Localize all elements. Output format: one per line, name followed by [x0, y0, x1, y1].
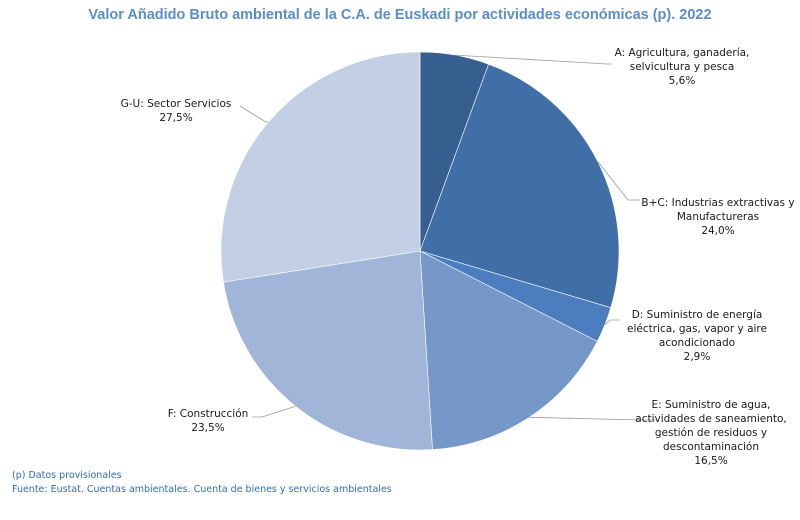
slice-category-label: gestión de residuos y [655, 427, 767, 439]
pie-slice-1 [419, 63, 620, 309]
leader-line-2 [604, 319, 620, 326]
slice-value-label: 27,5% [159, 112, 192, 124]
slice-label-1: B+C: Industrias extractivas y Manufacture… [641, 197, 794, 237]
slice-category-label: G-U: Sector Servicios [121, 98, 232, 110]
slice-category-label: D: Suministro de energía [632, 309, 763, 321]
leader-line-0 [454, 54, 612, 65]
slice-category-label: B+C: Industrias extractivas y [641, 197, 794, 209]
provisional-note: (p) Datos provisionales [12, 470, 122, 481]
slice-category-label: acondicionado [659, 337, 735, 349]
slice-label-5: G-U: Sector Servicios 27,5% [121, 98, 232, 124]
leader-line-5 [239, 105, 269, 123]
source-note: Fuente: Eustat. Cuentas ambientales. Cue… [12, 484, 392, 495]
slice-value-label: 24,0% [701, 225, 734, 237]
pie-slice-4 [223, 250, 433, 451]
slice-value-label: 16,5% [694, 455, 727, 467]
slice-category-label: A: Agricultura, ganadería, [615, 47, 750, 59]
slice-category-label: Manufactureras [677, 211, 759, 223]
slice-value-label: 5,6% [669, 75, 696, 87]
slice-category-label: F: Construcción [168, 408, 249, 420]
leader-line-1 [597, 161, 640, 201]
slice-label-2: D: Suministro de energía eléctrica, gas, … [627, 309, 767, 363]
slice-category-label: selvicultura y pesca [630, 61, 735, 73]
slice-labels: A: Agricultura, ganadería, selvicultura y… [121, 47, 795, 467]
pie-slice-5 [220, 51, 421, 283]
slice-category-label: descontaminación [663, 441, 759, 453]
slice-value-label: 23,5% [191, 422, 224, 434]
leader-line-4 [252, 405, 296, 418]
chart-title: Valor Añadido Bruto ambiental de la C.A.… [88, 7, 711, 23]
pie-slices [220, 51, 620, 451]
pie-slice-3 [419, 250, 598, 450]
slice-value-label: 2,9% [684, 351, 711, 363]
slice-category-label: actividades de saneamiento, [635, 413, 786, 425]
slice-label-0: A: Agricultura, ganadería, selvicultura y… [615, 47, 750, 87]
slice-category-label: eléctrica, gas, vapor y aire [627, 323, 767, 335]
slice-category-label: E: Suministro de agua, [652, 399, 771, 411]
slice-label-3: E: Suministro de agua, actividades de san… [635, 399, 786, 467]
slice-label-4: F: Construcción 23,5% [168, 408, 249, 434]
leader-line-3 [529, 416, 655, 421]
leader-lines [239, 54, 655, 421]
